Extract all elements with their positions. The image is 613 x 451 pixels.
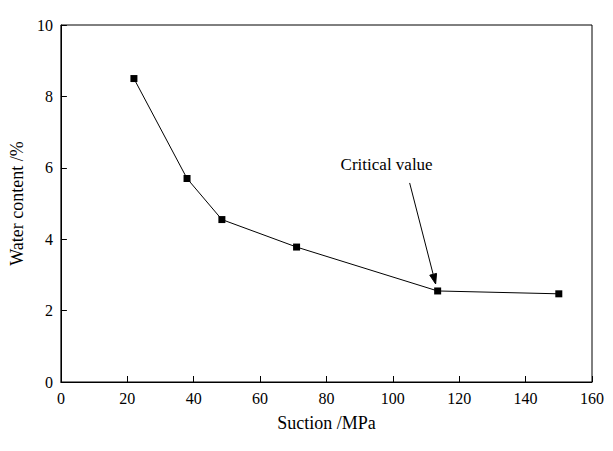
svg-text:100: 100 (381, 390, 405, 407)
svg-text:Water content /%: Water content /% (7, 141, 27, 266)
svg-text:Critical value: Critical value (341, 155, 433, 174)
svg-text:6: 6 (45, 159, 53, 176)
svg-text:8: 8 (45, 88, 53, 105)
svg-text:4: 4 (45, 231, 53, 248)
svg-text:120: 120 (447, 390, 471, 407)
svg-text:Suction /MPa: Suction /MPa (277, 413, 376, 433)
svg-text:10: 10 (37, 17, 53, 34)
svg-text:0: 0 (57, 390, 65, 407)
svg-text:160: 160 (580, 390, 604, 407)
svg-text:60: 60 (252, 390, 268, 407)
svg-text:2: 2 (45, 302, 53, 319)
svg-text:80: 80 (318, 390, 334, 407)
svg-text:40: 40 (186, 390, 202, 407)
svg-text:0: 0 (45, 374, 53, 391)
svg-text:140: 140 (514, 390, 538, 407)
svg-text:20: 20 (119, 390, 135, 407)
